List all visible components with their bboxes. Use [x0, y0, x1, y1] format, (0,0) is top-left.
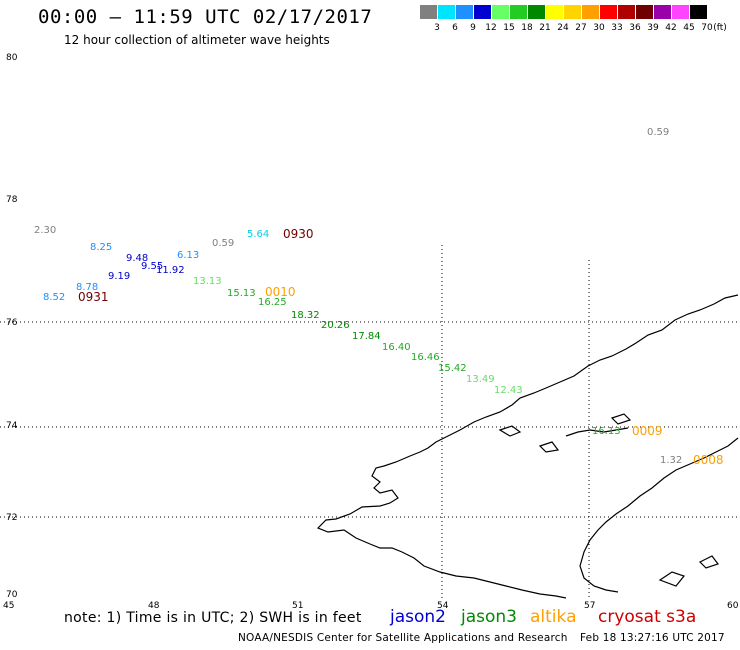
footer-note: note: 1) Time is in UTC; 2) SWH is in fe… — [64, 610, 362, 626]
novaya-zemlya-north-coast — [316, 294, 739, 599]
observation-value: 15.42 — [438, 363, 467, 374]
observation-value: 6.13 — [177, 250, 199, 261]
observation-value: 16.25 — [258, 297, 287, 308]
scale-swatch-18 — [510, 5, 527, 19]
observation-time: 0009 — [632, 424, 663, 438]
scale-swatch-45 — [672, 5, 689, 19]
observation-time: 0930 — [283, 227, 314, 241]
strait-inlet — [565, 427, 629, 437]
lon-label-48: 48 — [148, 601, 160, 611]
scale-label: 6 — [452, 23, 458, 33]
observation-time: 0010 — [265, 285, 296, 299]
scale-label: 30 — [593, 23, 605, 33]
observation-value: 1.32 — [660, 455, 682, 466]
lon-label-51: 51 — [292, 601, 303, 611]
scale-swatch-33 — [600, 5, 617, 19]
lat-label-76: 76 — [6, 318, 18, 328]
scale-label: 45 — [683, 23, 695, 33]
lat-label-74: 74 — [6, 421, 18, 431]
scale-swatch-24 — [546, 5, 563, 19]
observation-value: 8.78 — [76, 282, 98, 293]
longitude-labels: 45 48 51 54 57 60 — [3, 601, 739, 611]
scale-swatch-3 — [420, 5, 437, 19]
novaya-zemlya-south-coast — [579, 437, 739, 593]
observation-value: 16.40 — [382, 342, 411, 353]
observation-value: 2.30 — [34, 225, 56, 236]
observation-time: 0008 — [693, 453, 724, 467]
scale-label: 12 — [485, 23, 497, 33]
observation-value: 0.59 — [647, 127, 669, 138]
scale-swatch-9 — [456, 5, 473, 19]
scale-label: 15 — [503, 23, 515, 33]
lon-label-60: 60 — [727, 601, 739, 611]
satellite-legend-altika: altika — [530, 607, 577, 627]
lon-label-54: 54 — [437, 601, 449, 611]
observation-value: 18.32 — [291, 310, 320, 321]
map-subtitle: 12 hour collection of altimeter wave hei… — [64, 33, 330, 47]
satellite-legend-jason3: jason3 — [461, 607, 517, 627]
scale-swatch-15 — [492, 5, 509, 19]
observation-value: 9.19 — [108, 271, 130, 282]
lat-label-72: 72 — [6, 513, 17, 523]
lat-label-80: 80 — [6, 53, 18, 63]
observation-time: 0931 — [78, 290, 109, 304]
latitude-labels: 80 78 76 74 72 70 — [6, 53, 18, 600]
satellite-legend-cryosat-s3a: cryosat s3a — [598, 607, 697, 627]
observation-value: 11.92 — [156, 265, 185, 276]
scale-label: 9 — [470, 23, 476, 33]
scale-swatch-70 — [690, 5, 707, 19]
scale-swatch-6 — [438, 5, 455, 19]
observation-value: 17.84 — [352, 331, 381, 342]
observation-value: 16.46 — [411, 352, 440, 363]
observation-value: 16.13 — [592, 426, 621, 437]
observation-value: 8.52 — [43, 292, 65, 303]
observation-value: 12.43 — [494, 385, 523, 396]
observation-value: 9.55 — [141, 261, 163, 272]
scale-label: 21 — [539, 23, 551, 33]
scale-swatch-36 — [618, 5, 635, 19]
observation-value: 15.13 — [227, 288, 256, 299]
observation-value: 13.49 — [466, 374, 495, 385]
observation-value: 9.48 — [126, 253, 148, 264]
lat-label-78: 78 — [6, 195, 18, 205]
scale-label: 33 — [611, 23, 623, 33]
lat-label-70: 70 — [6, 590, 18, 600]
observation-value: 20.26 — [321, 320, 350, 331]
observation-value: 0.59 — [212, 238, 234, 249]
scale-label: 27 — [575, 23, 587, 33]
scale-swatch-27 — [564, 5, 581, 19]
observation-value: 8.25 — [90, 242, 112, 253]
lon-label-57: 57 — [584, 601, 595, 611]
observation-value: 13.13 — [193, 276, 222, 287]
scale-swatch-39 — [636, 5, 653, 19]
map-title: 00:00 – 11:59 UTC 02/17/2017 — [38, 6, 373, 28]
scale-swatch-42 — [654, 5, 671, 19]
coastline — [316, 294, 739, 599]
scale-label: 42 — [665, 23, 677, 33]
credit-line: NOAA/NESDIS Center for Satellite Applica… — [238, 632, 568, 644]
scale-swatch-30 — [582, 5, 599, 19]
generated-timestamp: Feb 18 13:27:16 UTC 2017 — [580, 632, 725, 644]
scale-label: 39 — [647, 23, 659, 33]
scale-label: 24 — [557, 23, 569, 33]
scale-label: 70 — [701, 23, 713, 33]
scale-label: 36 — [629, 23, 641, 33]
scale-swatch-21 — [528, 5, 545, 19]
lon-label-45: 45 — [3, 601, 14, 611]
wave-height-observations: 0.59 2.30 8.25 5.64 0930 0.59 9.48 6.13 … — [34, 127, 724, 467]
scale-label: 3 — [434, 23, 440, 33]
observation-value: 5.64 — [247, 229, 269, 240]
coastal-islands — [498, 413, 719, 587]
scale-label: 18 — [521, 23, 533, 33]
satellite-legend-jason2: jason2 — [390, 607, 446, 627]
scale-swatch-12 — [474, 5, 491, 19]
scale-unit-label: (ft) — [713, 23, 727, 33]
lat-lon-grid — [0, 245, 738, 598]
